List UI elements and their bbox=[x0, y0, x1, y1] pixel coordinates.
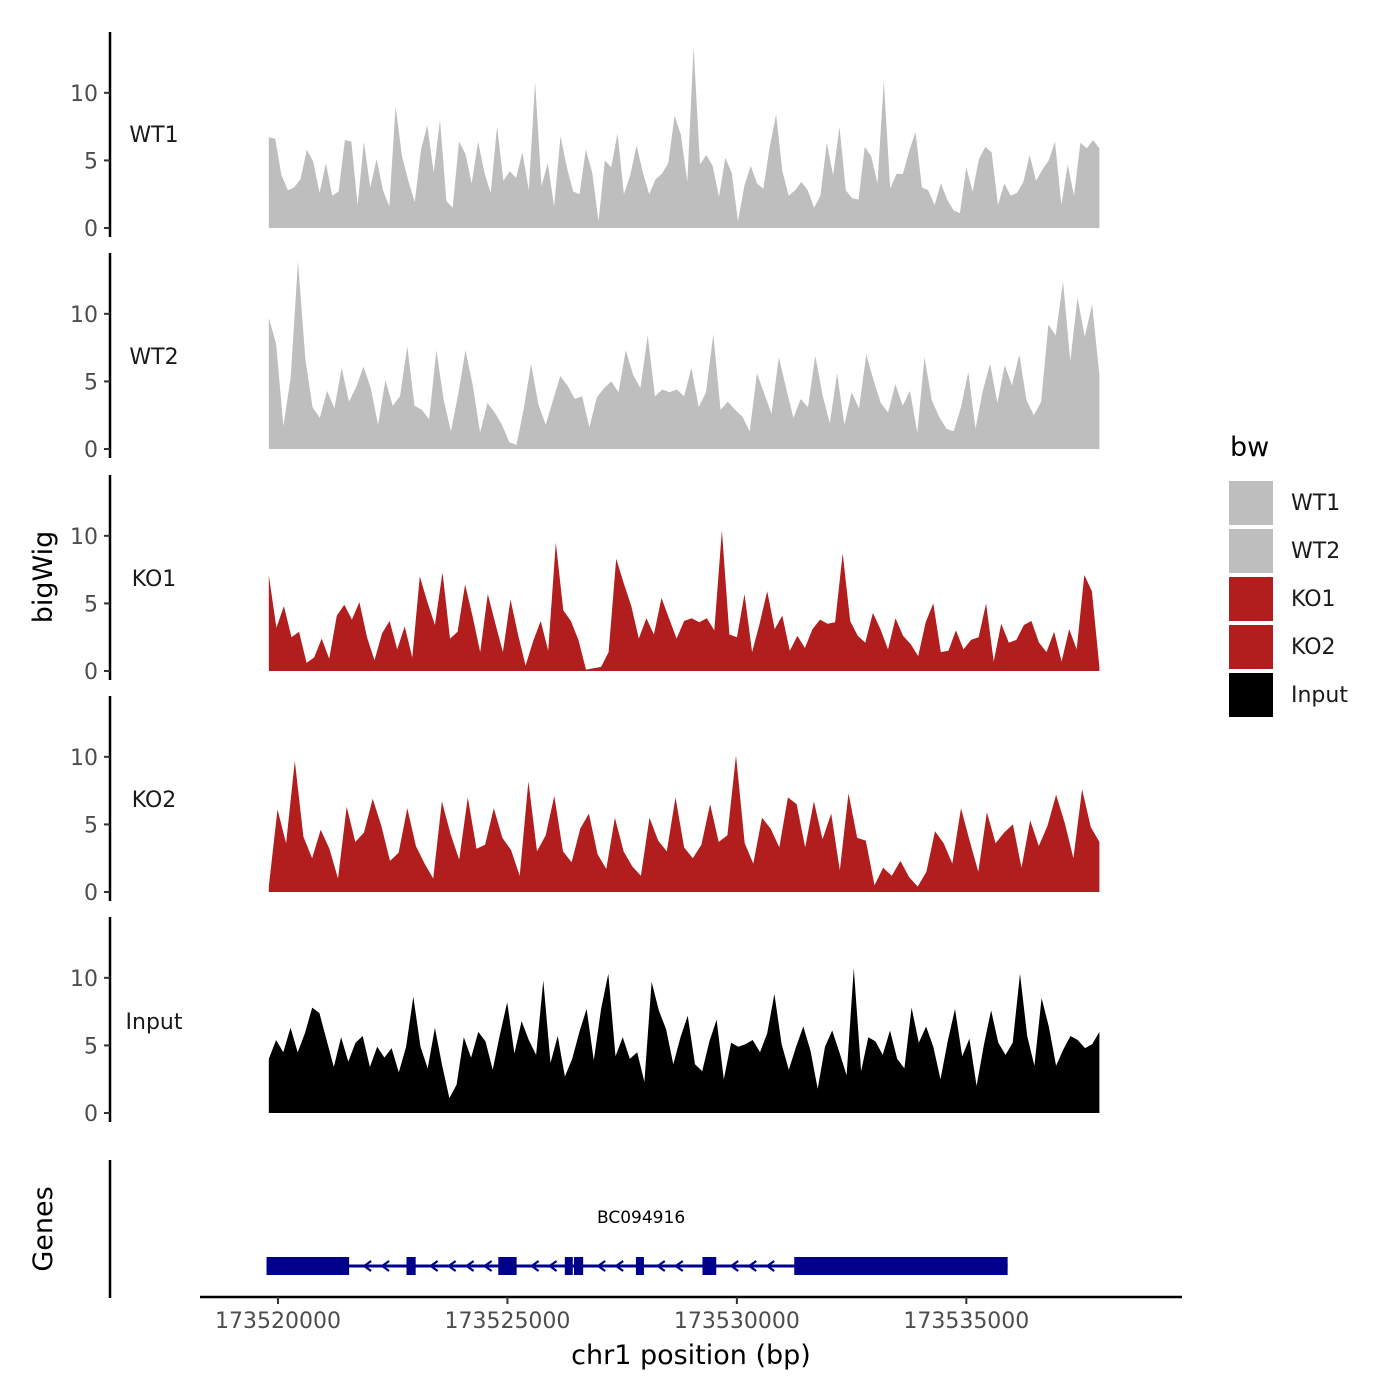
legend-label: WT2 bbox=[1291, 538, 1341, 564]
strand-arrow bbox=[446, 1260, 457, 1272]
legend-item-input: Input bbox=[1229, 671, 1348, 719]
gene-exon bbox=[564, 1257, 573, 1275]
legend-swatch bbox=[1229, 673, 1273, 717]
track-label-ko1: KO1 bbox=[132, 567, 177, 592]
legend-swatch bbox=[1229, 577, 1273, 621]
legend-label: KO1 bbox=[1291, 586, 1336, 612]
legend-label: Input bbox=[1291, 682, 1348, 708]
track-label-wt2: WT2 bbox=[129, 345, 178, 370]
legend-title: bw bbox=[1230, 432, 1270, 463]
legend-label: KO2 bbox=[1291, 634, 1336, 660]
y-tick-label: 5 bbox=[84, 813, 98, 838]
series-area-ko1 bbox=[268, 530, 1100, 671]
legend-swatch bbox=[1229, 481, 1273, 525]
y-tick-label: 5 bbox=[84, 370, 98, 395]
y-tick-label: 10 bbox=[70, 303, 98, 328]
legend-swatch bbox=[1229, 625, 1273, 669]
y-tick-label: 10 bbox=[70, 746, 98, 771]
gene-label: BC094916 bbox=[597, 1208, 685, 1228]
gene-exon bbox=[573, 1257, 584, 1275]
y-tick-label: 10 bbox=[70, 82, 98, 107]
track-label-wt1: WT1 bbox=[129, 123, 178, 148]
strand-arrow bbox=[529, 1260, 540, 1272]
legend-items: WT1 WT2 KO1 KO2 Input bbox=[1229, 479, 1348, 719]
legend-label: WT1 bbox=[1291, 490, 1341, 516]
legend-item-wt2: WT2 bbox=[1229, 527, 1348, 575]
genes-axis-title: Genes bbox=[28, 1186, 59, 1271]
strand-arrow bbox=[380, 1260, 390, 1272]
gene-exon bbox=[794, 1257, 1008, 1275]
strand-arrow bbox=[428, 1260, 439, 1272]
y-tick-label: 0 bbox=[84, 660, 98, 685]
gene-exon bbox=[702, 1257, 717, 1275]
x-tick-label: 173525000 bbox=[444, 1309, 570, 1334]
legend-item-ko1: KO1 bbox=[1229, 575, 1348, 623]
y-tick-label: 0 bbox=[84, 438, 98, 463]
track-label-input: Input bbox=[126, 1010, 183, 1035]
track-label-ko2: KO2 bbox=[132, 788, 177, 813]
series-area-ko2 bbox=[268, 755, 1100, 892]
gene-exon bbox=[498, 1257, 517, 1275]
y-tick-label: 0 bbox=[84, 1102, 98, 1127]
strand-arrow bbox=[673, 1260, 684, 1272]
strand-arrow bbox=[362, 1260, 372, 1272]
strand-arrow bbox=[765, 1260, 775, 1272]
legend-swatch bbox=[1229, 529, 1273, 573]
legend-item-ko2: KO2 bbox=[1229, 623, 1348, 671]
y-tick-label: 0 bbox=[84, 881, 98, 906]
y-tick-label: 5 bbox=[84, 1034, 98, 1059]
strand-arrow bbox=[596, 1260, 606, 1272]
legend: bw WT1 WT2 KO1 KO2 Input bbox=[1229, 432, 1348, 719]
y-axis-title: bigWig bbox=[28, 531, 59, 624]
series-area-input bbox=[268, 968, 1100, 1113]
gene-exon bbox=[266, 1257, 350, 1275]
y-tick-label: 5 bbox=[84, 592, 98, 617]
series-area-wt2 bbox=[268, 261, 1100, 449]
x-tick-label: 173535000 bbox=[903, 1309, 1029, 1334]
y-tick-label: 10 bbox=[70, 967, 98, 992]
x-axis-title: chr1 position (bp) bbox=[571, 1340, 811, 1371]
y-tick-label: 10 bbox=[70, 525, 98, 550]
y-tick-label: 5 bbox=[84, 149, 98, 174]
series-area-wt1 bbox=[268, 46, 1100, 229]
strand-arrow bbox=[464, 1260, 475, 1272]
gene-exon bbox=[635, 1257, 644, 1275]
legend-item-wt1: WT1 bbox=[1229, 479, 1348, 527]
strand-arrow bbox=[482, 1260, 493, 1272]
strand-arrow bbox=[547, 1260, 558, 1272]
x-tick-label: 173530000 bbox=[674, 1309, 800, 1334]
strand-arrow bbox=[729, 1260, 739, 1272]
strand-arrow bbox=[655, 1260, 666, 1272]
strand-arrow bbox=[747, 1260, 757, 1272]
strand-arrow bbox=[614, 1260, 624, 1272]
y-tick-label: 0 bbox=[84, 217, 98, 242]
gene-exon bbox=[406, 1257, 416, 1275]
x-tick-label: 173520000 bbox=[215, 1309, 341, 1334]
